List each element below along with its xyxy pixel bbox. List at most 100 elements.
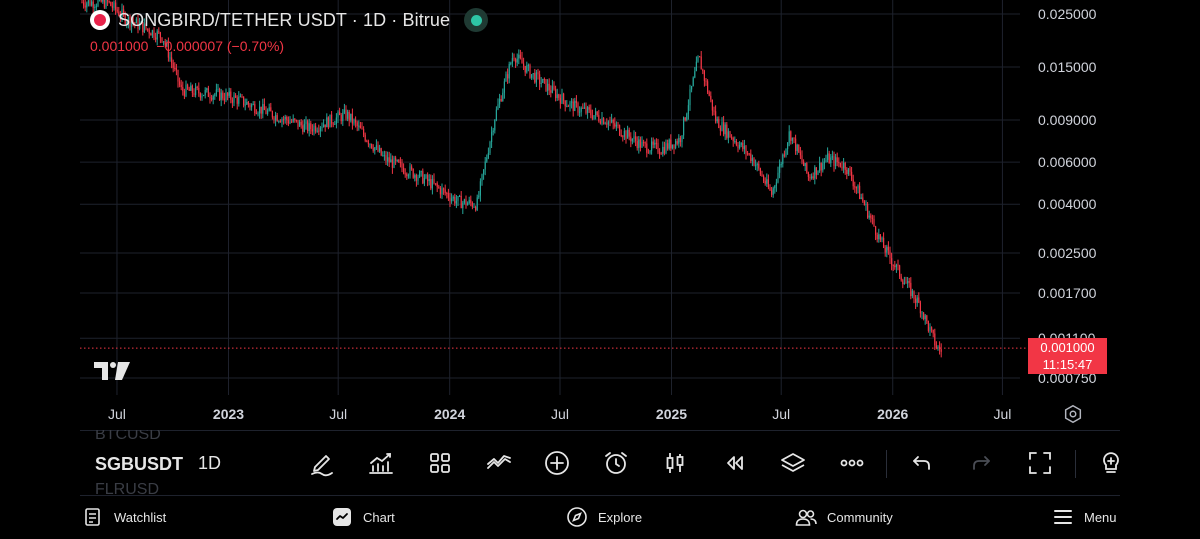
- candle-body: [524, 65, 526, 73]
- candle-body: [559, 97, 561, 104]
- candle-body: [507, 74, 509, 79]
- symbol-title[interactable]: SONGBIRD/TETHER USDT · 1D · Bitrue: [118, 9, 451, 30]
- candle-body: [385, 155, 387, 162]
- price-axis-label: 0.000750: [1038, 370, 1097, 386]
- candle-body: [371, 143, 373, 148]
- candle-body: [115, 2, 117, 10]
- candle-body: [119, 15, 121, 17]
- candle-body: [388, 157, 390, 163]
- candle-body: [238, 96, 240, 104]
- candle-body: [897, 264, 899, 266]
- candle-body: [699, 56, 701, 58]
- candle-body: [235, 95, 237, 98]
- candle-body: [254, 104, 256, 114]
- candle-body: [819, 162, 821, 171]
- current-symbol[interactable]: SGBUSDT: [95, 454, 184, 474]
- candle-body: [830, 157, 832, 164]
- candle-body: [919, 302, 921, 314]
- candle-body: [588, 107, 590, 110]
- candle-body: [417, 177, 419, 181]
- candle-body: [415, 175, 417, 181]
- nav-explore[interactable]: Explore: [566, 505, 642, 529]
- symbol-switcher[interactable]: BTCUSD SGBUSDT FLRUSD: [95, 430, 295, 494]
- last-price: 0.001000: [90, 38, 149, 54]
- nav-menu[interactable]: Menu: [1052, 505, 1117, 529]
- nav-community-label: Community: [827, 509, 893, 525]
- next-symbol[interactable]: FLRUSD: [95, 481, 160, 494]
- ideas-button[interactable]: [1094, 446, 1128, 480]
- candle-body: [193, 92, 195, 96]
- candle-body: [910, 282, 912, 297]
- candle-body: [369, 143, 371, 145]
- nav-community[interactable]: Community: [795, 505, 893, 529]
- market-open-status-icon: [464, 8, 489, 32]
- nav-chart[interactable]: Chart: [331, 505, 395, 529]
- alert-button[interactable]: [599, 446, 633, 480]
- layouts-button[interactable]: [423, 446, 457, 480]
- alert-icon: [605, 452, 627, 474]
- candle-body: [867, 204, 869, 218]
- more-button[interactable]: [835, 446, 869, 480]
- nav-watchlist[interactable]: Watchlist: [82, 505, 166, 529]
- candle-body: [262, 104, 264, 114]
- candle-body: [758, 163, 760, 169]
- candle-body: [587, 107, 589, 113]
- redo-button[interactable]: [964, 446, 998, 480]
- candle-body: [927, 321, 929, 331]
- candle-body: [654, 142, 656, 145]
- candle-body: [825, 159, 827, 162]
- candle-body: [199, 93, 201, 98]
- candle-body: [179, 81, 181, 85]
- candle-body: [599, 120, 601, 124]
- fullscreen-button[interactable]: [1023, 446, 1057, 480]
- candle-body: [419, 171, 421, 178]
- replay-button[interactable]: [717, 446, 751, 480]
- candle-body: [678, 137, 680, 144]
- compare-button[interactable]: [482, 446, 516, 480]
- candle-body: [316, 130, 318, 132]
- candle-body: [249, 104, 251, 108]
- candle-body: [497, 104, 499, 110]
- replay-icon: [727, 456, 743, 470]
- candle-body: [275, 115, 277, 121]
- candle-body: [406, 173, 408, 177]
- chart-settings-icon[interactable]: [1062, 403, 1084, 425]
- candle-body: [457, 196, 459, 201]
- candle-body: [492, 130, 494, 133]
- candle-body: [100, 0, 102, 2]
- layers-button[interactable]: [776, 446, 810, 480]
- candle-body: [302, 125, 304, 132]
- candle-body: [303, 123, 305, 132]
- candle-body: [663, 146, 665, 154]
- indicators-button[interactable]: [364, 446, 398, 480]
- candle-body: [422, 171, 424, 184]
- current-price: 0.001000: [1040, 340, 1095, 355]
- prev-symbol[interactable]: BTCUSD: [95, 430, 161, 443]
- candle-body: [508, 64, 510, 79]
- candle-countdown: 11:15:47: [1042, 357, 1093, 372]
- interval-button[interactable]: 1D: [198, 453, 222, 473]
- candle-body: [287, 120, 289, 124]
- candle-body: [487, 152, 489, 158]
- tradingview-logo-icon[interactable]: [94, 360, 132, 382]
- candle-body: [191, 85, 193, 93]
- chart-icon: [333, 508, 351, 526]
- chart-type-button[interactable]: [658, 446, 692, 480]
- candle-body: [676, 141, 678, 144]
- candle-body: [611, 119, 613, 122]
- add-button[interactable]: [540, 446, 574, 480]
- candle-body: [790, 131, 792, 141]
- draw-tool-button[interactable]: [305, 446, 339, 480]
- candle-body: [447, 193, 449, 198]
- undo-button[interactable]: [905, 446, 939, 480]
- candle-body: [777, 172, 779, 183]
- ideas-icon: [1103, 452, 1119, 473]
- candle-body: [444, 189, 446, 193]
- candle-body: [223, 98, 225, 101]
- candle-body: [375, 145, 377, 148]
- add-icon: [545, 451, 569, 475]
- price-chart[interactable]: 0.025000 0.015000 0.009000 0.006000 0.004000…: [0, 0, 1200, 430]
- candle-body: [351, 113, 353, 124]
- candle-body: [531, 74, 533, 78]
- candle-body: [395, 157, 397, 161]
